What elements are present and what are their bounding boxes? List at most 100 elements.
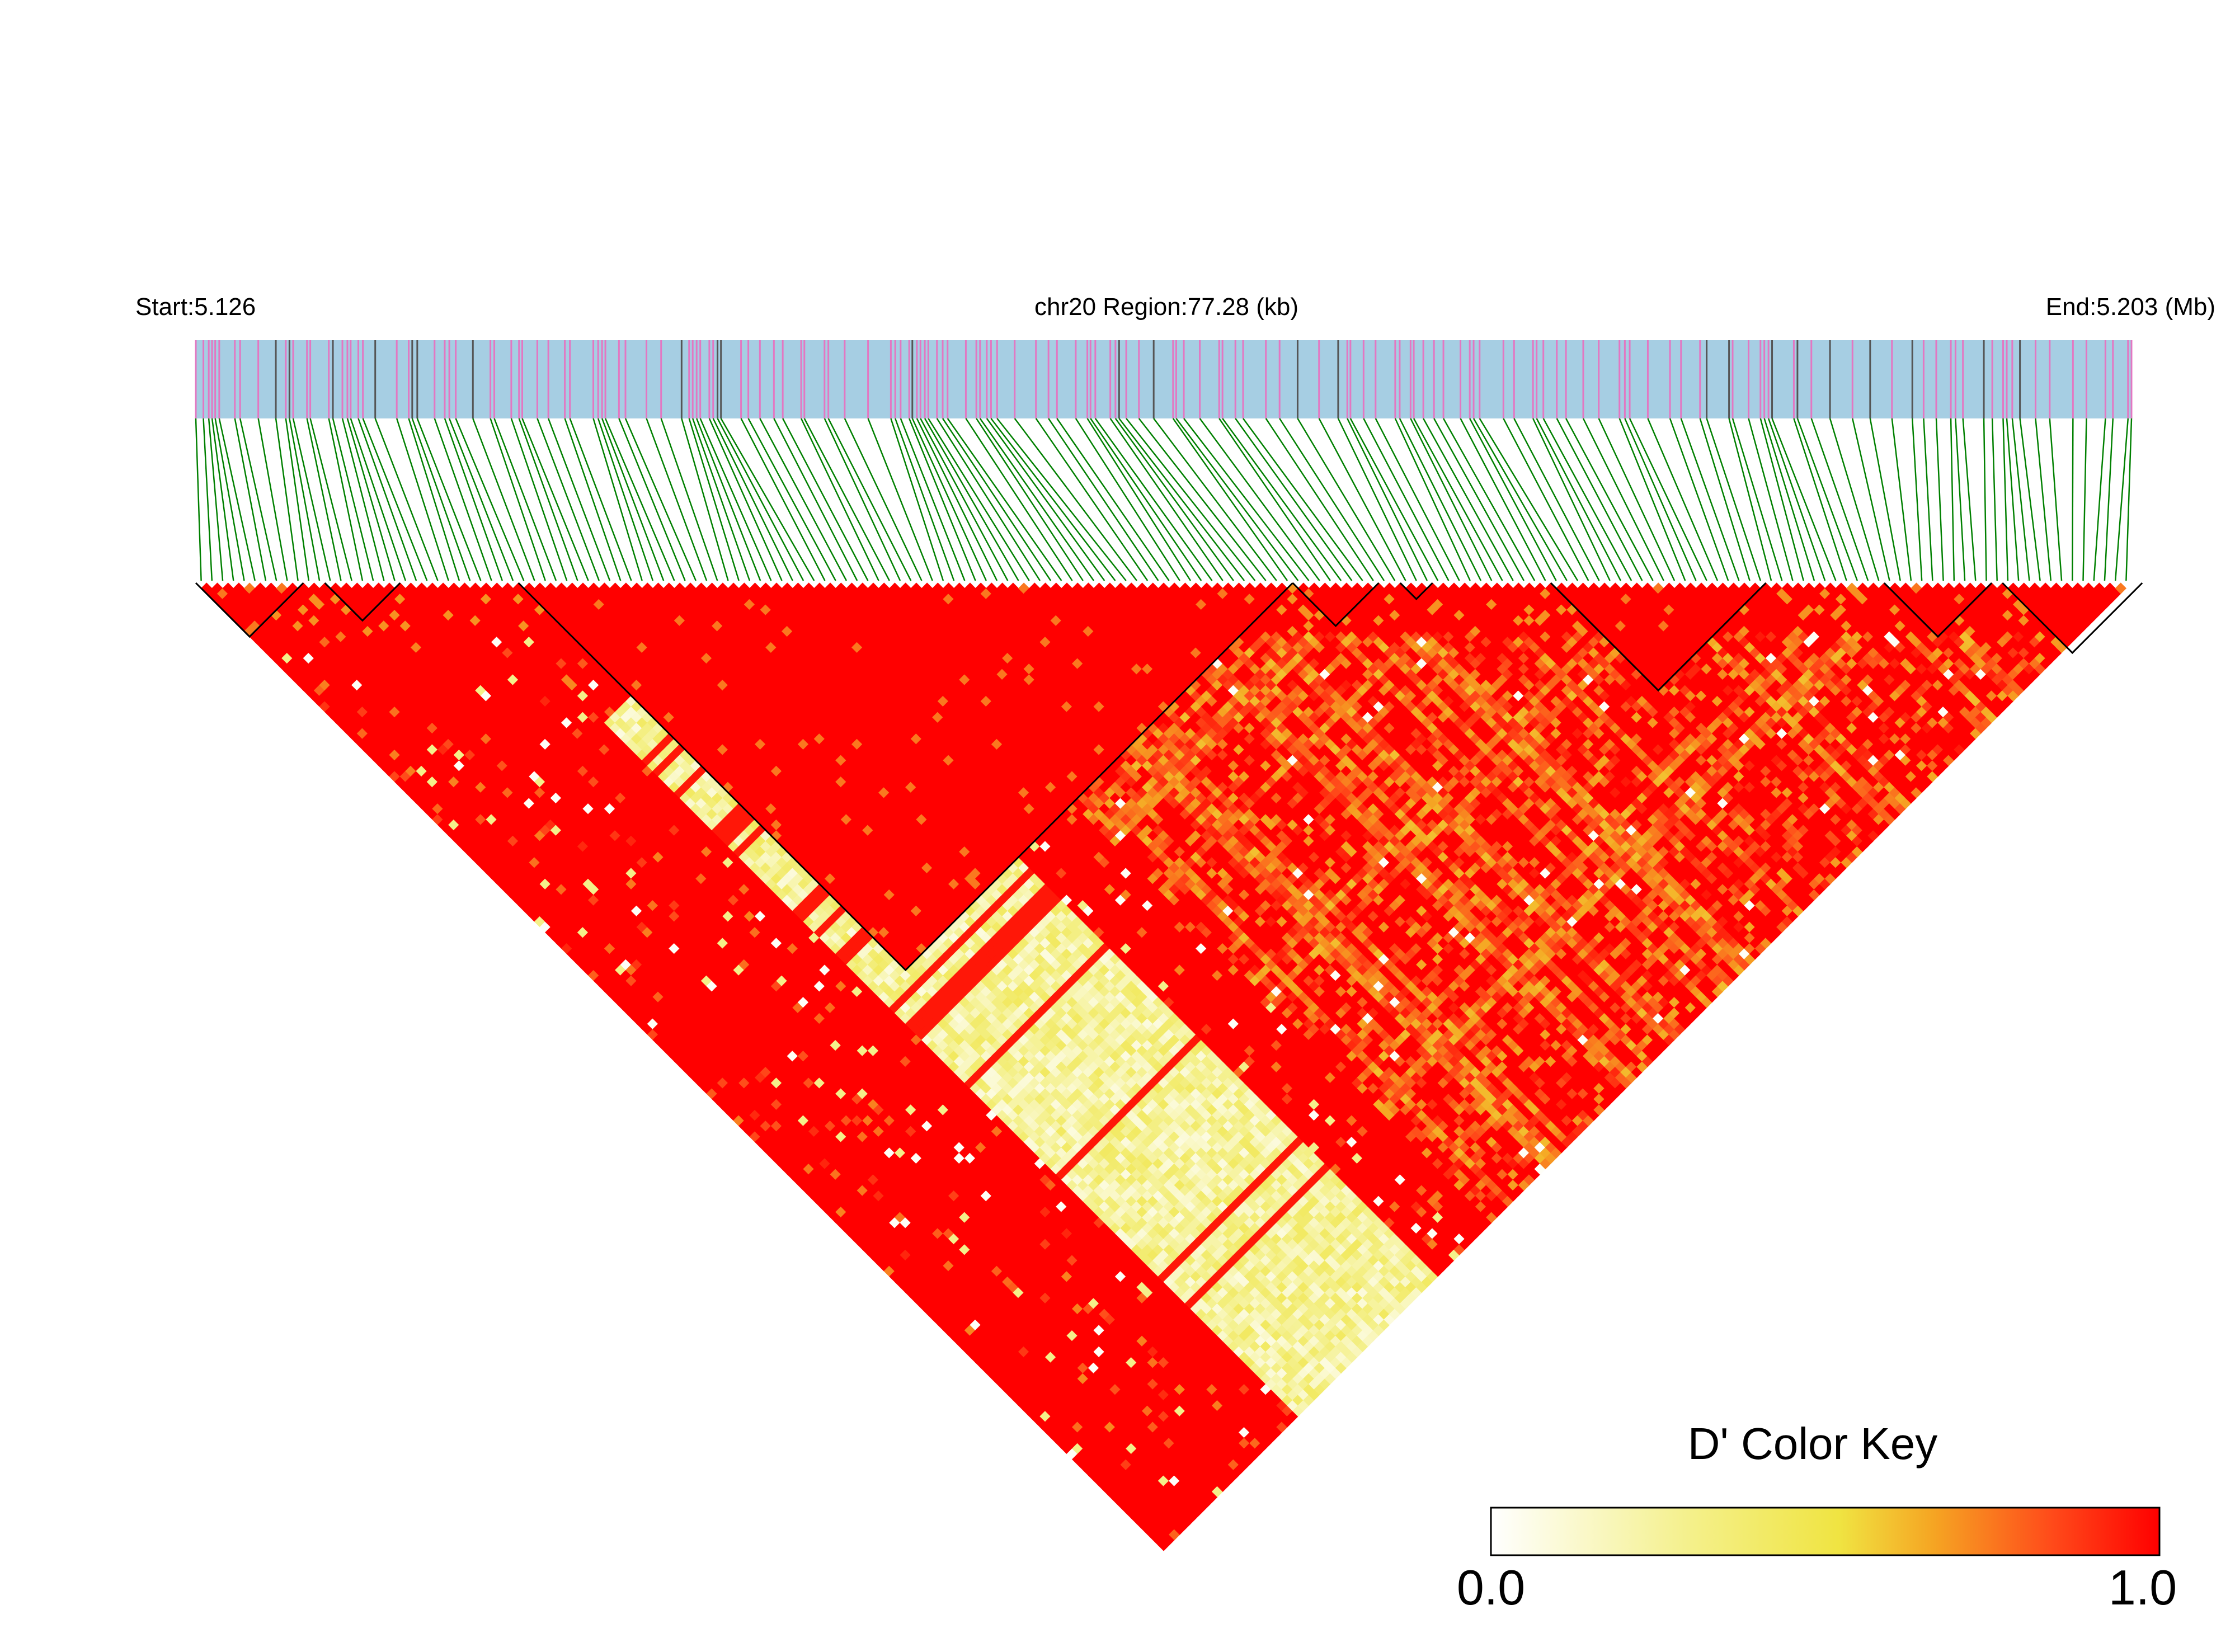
ld-cell <box>959 1297 971 1310</box>
snp-connector-line <box>1565 418 1654 581</box>
snp-connector-line <box>827 418 912 581</box>
snp-connector-line <box>1243 418 1363 581</box>
snp-connector-line <box>1175 418 1299 581</box>
ld-cell <box>900 1249 911 1261</box>
snp-connector-line <box>1618 418 1686 581</box>
ld-cell <box>948 1308 960 1320</box>
ld-cell <box>1093 1443 1105 1455</box>
ld-cell <box>851 1211 863 1223</box>
snp-connector-line <box>1699 418 1751 581</box>
ld-cell <box>1104 1453 1116 1465</box>
ld-cell <box>975 1346 987 1358</box>
snp-connector-line <box>1771 418 1837 581</box>
ld-cell <box>1114 1453 1127 1465</box>
snp-connector-line <box>624 418 697 581</box>
snp-connector-line <box>208 418 224 581</box>
ld-cell <box>889 1260 901 1272</box>
ld-cell <box>1034 1405 1046 1417</box>
snp-connector-line <box>1513 418 1600 581</box>
snp-connector-line <box>1035 418 1149 581</box>
snp-connector-line <box>1748 418 1794 581</box>
snp-connector-line <box>1532 418 1611 581</box>
snp-connector-line <box>275 418 299 581</box>
snp-connector-line <box>824 418 901 581</box>
ld-cell <box>803 1163 815 1175</box>
snp-connector-line <box>1126 418 1256 581</box>
snp-connector-line <box>1375 418 1460 581</box>
snp-connector-line <box>510 418 568 581</box>
ld-cell <box>824 1163 836 1175</box>
ld-cell <box>1083 1443 1094 1455</box>
snp-connector-line <box>1460 418 1546 581</box>
snp-connector-line <box>597 418 654 581</box>
snp-connector-line <box>569 418 632 581</box>
ld-cell <box>813 1163 826 1175</box>
ld-cell <box>1061 1443 1073 1455</box>
ld-cell <box>926 1308 938 1320</box>
snp-connector-line <box>518 418 578 581</box>
snp-connector-line <box>1363 418 1450 581</box>
ld-cell <box>770 1152 783 1164</box>
snp-connector-line <box>309 418 352 581</box>
snp-connector-line <box>1469 418 1557 581</box>
ld-cell <box>986 1346 997 1358</box>
snp-connector-lines <box>195 418 2133 581</box>
snp-connector-line <box>1014 418 1137 581</box>
snp-connector-line <box>601 418 665 581</box>
snp-connector-line <box>239 418 277 581</box>
ld-cell <box>1152 1523 1164 1535</box>
snp-connector-line <box>285 418 310 581</box>
snp-connector-line <box>306 418 342 581</box>
ld-cell <box>996 1346 1008 1358</box>
ld-cell <box>776 1136 788 1148</box>
ld-cell <box>1007 1346 1019 1358</box>
snp-connector-line <box>490 418 546 581</box>
ld-cell <box>1023 1405 1035 1417</box>
snp-connector-line <box>979 418 1095 581</box>
snp-connector-line <box>1629 418 1707 581</box>
snp-connector-line <box>1680 418 1740 581</box>
ld-cell <box>964 1346 976 1358</box>
ld-cell <box>910 1260 923 1272</box>
ld-cell <box>1136 1486 1148 1498</box>
ld-cell <box>862 1211 874 1223</box>
ld-cell <box>970 1308 981 1320</box>
snp-connector-line <box>895 418 955 581</box>
snp-connector-line <box>493 418 557 581</box>
snp-connector-line <box>328 418 364 581</box>
snp-connector-line <box>1235 418 1353 581</box>
ld-cell <box>910 1249 923 1261</box>
snp-connector-line <box>1983 418 1987 581</box>
snp-connector-line <box>928 418 1030 581</box>
ld-cell <box>1018 1357 1030 1368</box>
snp-connector-line <box>1624 418 1697 581</box>
snp-connector-line <box>1542 418 1632 581</box>
ld-cell <box>959 1308 971 1320</box>
ld-cell <box>916 1297 928 1310</box>
ld-cell <box>1044 1405 1057 1417</box>
snp-connector-line <box>965 418 1073 581</box>
snp-connector-line <box>1731 418 1783 581</box>
snp-connector-line <box>1114 418 1234 581</box>
ld-cell <box>975 1357 987 1368</box>
ld-cell <box>1044 1394 1057 1406</box>
snp-connector-line <box>936 418 1041 581</box>
ld-cell <box>878 1249 890 1261</box>
ld-cell <box>1174 1523 1186 1535</box>
snp-connector-line <box>773 418 858 581</box>
ld-cell <box>1093 1453 1105 1465</box>
snp-connector-line <box>2006 418 2020 581</box>
snp-connector-line <box>1347 418 1428 581</box>
snp-connector-line <box>416 418 482 581</box>
ld-cell <box>996 1357 1008 1368</box>
snp-connector-line <box>1153 418 1277 581</box>
snp-connector-line <box>374 418 439 581</box>
snp-connector-line <box>1763 418 1815 581</box>
snp-connector-line <box>1598 418 1676 581</box>
snp-connector-line <box>1869 418 1901 581</box>
snp-connector-line <box>1086 418 1192 581</box>
ld-cell <box>840 1211 853 1223</box>
snp-connector-line <box>1075 418 1180 581</box>
ld-cell <box>1007 1357 1019 1368</box>
ld-cell <box>782 1163 793 1175</box>
